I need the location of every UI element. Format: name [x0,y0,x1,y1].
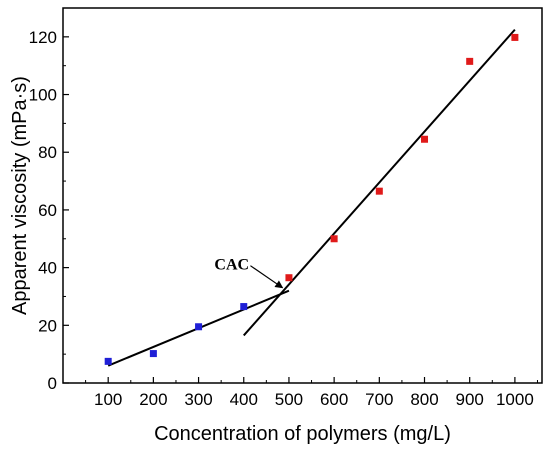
x-tick-label: 100 [94,390,122,409]
data-point [285,274,293,282]
cac-arrow [250,265,284,289]
y-tick-label: 20 [38,316,57,335]
x-tick-label: 800 [410,390,438,409]
data-point [330,235,338,243]
cac-annotation-label: CAC [214,257,249,274]
y-tick-label: 120 [29,28,57,47]
y-tick-label: 80 [38,143,57,162]
plot-frame [62,7,543,384]
y-tick-label: 40 [38,259,57,278]
data-point [240,303,248,311]
y-axis: 0 20 40 60 80 100 120 [29,28,69,393]
fit-line [243,28,516,337]
y-tick-label: 60 [38,201,57,220]
x-tick-label: 300 [184,390,212,409]
x-tick-label: 400 [230,390,258,409]
data-point [104,357,112,365]
x-tick-label: 600 [320,390,348,409]
y-tick-label: 100 [29,86,57,105]
data-point [466,57,474,65]
y-tick-label: 0 [48,374,57,393]
data-point [195,323,203,331]
data-points [104,33,519,365]
fit-lines [107,28,516,367]
data-point [511,33,519,41]
annotations: CAC [214,257,284,289]
y-axis-title: Apparent viscosity (mPa·s) [9,76,31,315]
x-axis-title: Concentration of polymers (mg/L) [154,423,451,445]
x-tick-label: 700 [365,390,393,409]
data-point [421,135,429,143]
data-point [149,350,157,358]
x-tick-label: 200 [139,390,167,409]
x-tick-label: 900 [456,390,484,409]
x-axis: 100 200 300 400 500 600 700 800 900 1000 [85,377,538,409]
x-tick-label: 1000 [496,390,534,409]
data-point [375,187,383,195]
x-tick-label: 500 [275,390,303,409]
